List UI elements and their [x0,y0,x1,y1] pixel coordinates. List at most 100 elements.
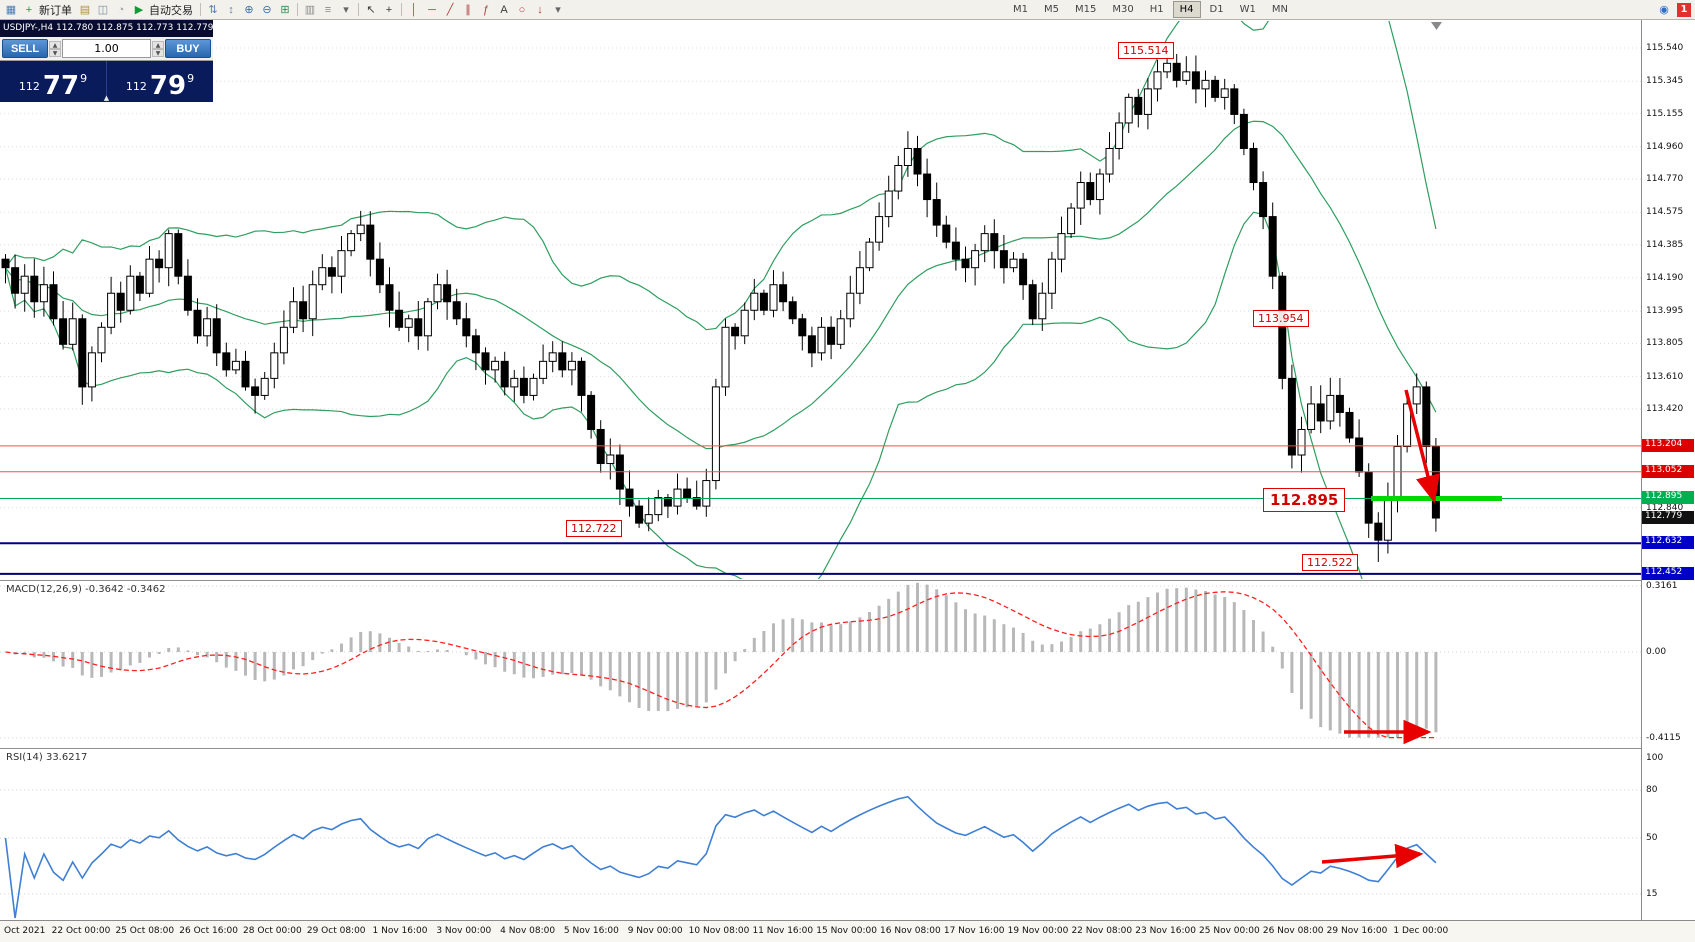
price-annotation-low2: 112.522 [1302,554,1358,571]
timeframe-M15[interactable]: M15 [1068,1,1103,18]
tick-direction-icon: ▲ [103,94,110,102]
objects-dropdown-icon[interactable]: ▾ [555,4,561,16]
bar-up-icon[interactable]: ⇅ [208,4,218,16]
price-badge-blue: 112.632 [1642,536,1694,550]
toolbar-right-group: ◉ 1 [1655,0,1691,19]
bid-big-figure: 112 [18,80,40,93]
arrow-object-icon[interactable]: ↓ [537,3,543,16]
sell-button[interactable]: SELL [2,39,48,58]
channel-icon[interactable]: ∥ [465,4,471,16]
timeframe-H1[interactable]: H1 [1143,1,1171,18]
price-axis-label: 113.420 [1646,404,1684,415]
bid-pips: 77 [42,71,80,101]
volume-stepper-right[interactable]: ▲ ▼ [152,40,164,57]
time-axis-label: 23 Nov 16:00 [1135,926,1196,936]
bollinger-upper [5,21,1437,331]
time-axis-label: 10 Nov 08:00 [688,926,750,936]
price-axis-label: 115.155 [1646,108,1684,119]
macd-panel-layer [0,582,1641,745]
chart-shift-marker [1431,22,1442,30]
timeframe-D1[interactable]: D1 [1203,1,1231,18]
ellipse-icon[interactable]: ○ [518,3,526,16]
vertical-line-icon[interactable]: │ [410,3,418,16]
timeframe-M30[interactable]: M30 [1105,1,1140,18]
time-axis-label: 22 Oct 00:00 [51,926,111,936]
price-axis-label: 113.610 [1646,371,1684,382]
objects-list-icon[interactable]: ≡ [324,3,332,16]
zoom-in-icon[interactable]: ⊕ [244,4,254,16]
price-axis-label: 115.345 [1646,76,1684,87]
price-badge-red: 113.052 [1642,464,1694,478]
bid-ask-display: 112 77 9 112 79 9 ▲ [0,61,213,102]
toolbar: ▦ + 新订单 ▤ ◫ ◔ ▶ 自动交易 ⇅ ↕ ⊕ ⊖ ⊞ ▥ ≡ ▾ ↖ + │ ─ ╱ ∥ ƒ A ○ ↓ ▾ M1 M5 M15… [0,0,1695,20]
time-axis-label: 26 Oct 16:00 [179,926,238,936]
quick-search-icon[interactable]: ◉ [1659,4,1669,16]
volume-stepper-left[interactable]: ▲ ▼ [49,40,61,57]
time-axis-label: 17 Nov 16:00 [943,926,1005,936]
buy-button[interactable]: BUY [165,39,211,58]
time-axis-label: 22 Nov 08:00 [1071,926,1133,936]
new-order-button[interactable]: + [25,3,33,16]
bar-down-icon[interactable]: ↕ [228,3,234,16]
cursor-icon[interactable]: ↖ [366,4,376,16]
window-layout-icon[interactable]: ◫ [97,4,109,16]
time-axis-label: 29 Nov 16:00 [1326,926,1388,936]
time-axis-label: 26 Nov 08:00 [1262,926,1324,936]
price-badge-black: 112.779 [1642,511,1694,525]
time-axis-label: 19 Nov 00:00 [1007,926,1069,936]
new-chart-icon[interactable]: ▦ [5,4,17,16]
one-click-trading-panel: USDJPY-,H4 112.780 112.875 112.773 112.7… [0,20,213,102]
rsi-axis-label: 80 [1646,785,1658,795]
trendline-icon[interactable]: ╱ [446,4,454,16]
new-order-button-label: 新订单 [39,4,72,17]
auto-trading-button[interactable]: ▶ [134,4,144,16]
profiles-icon[interactable]: ▤ [79,4,91,16]
timeframe-H4[interactable]: H4 [1172,1,1201,18]
timeframe-M1[interactable]: M1 [1006,1,1035,18]
volume-input[interactable] [62,39,151,58]
price-axis-label: 114.575 [1646,207,1684,218]
price-annotation-high: 115.514 [1118,42,1174,59]
indicator-dropdown-icon[interactable]: ▾ [343,4,349,16]
indicators-icon[interactable]: ▥ [304,4,316,16]
time-axis-label: 4 Nov 08:00 [500,926,556,936]
time-axis[interactable]: Oct 2021 22 Oct 00:00 25 Oct 08:00 26 Oct 1… [0,920,1695,942]
crosshair-icon[interactable]: + [385,3,393,16]
bid-price[interactable]: 112 77 9 [0,61,107,102]
ask-big-figure: 112 [125,80,147,93]
time-axis-label: 1 Nov 16:00 [372,926,428,936]
ask-price[interactable]: 112 79 9 [107,61,213,102]
trade-controls: SELL ▲▼ ▲▼ BUY [0,37,213,61]
toolbar-separator [401,3,402,16]
candles-layer [1,52,1440,562]
toolbar-separator [200,3,201,16]
time-axis-label: 5 Nov 16:00 [563,926,619,936]
price-badge-green: 112.895 [1642,491,1694,505]
notification-badge[interactable]: 1 [1677,2,1691,17]
time-axis-label: 15 Nov 00:00 [816,926,877,936]
price-axis-label: 115.540 [1646,43,1684,53]
chart-canvas[interactable] [0,0,1641,942]
rsi-panel-layer [0,789,1641,919]
time-axis-label: 1 Dec 00:00 [1393,926,1449,936]
price-annotation-key-level: 112.895 [1263,488,1346,512]
history-center-icon[interactable]: ◔ [117,3,125,16]
zoom-out-icon[interactable]: ⊖ [262,4,272,16]
macd-axis-label: 0.3161 [1646,580,1678,591]
price-badge-blue: 112.452 [1642,566,1694,580]
tile-windows-icon[interactable]: ⊞ [280,4,290,16]
ask-pipette: 9 [187,72,195,85]
horizontal-line-icon[interactable]: ─ [428,3,436,16]
rsi-axis-label: 50 [1646,833,1658,843]
time-axis-label: 11 Nov 16:00 [752,926,814,936]
timeframe-M5[interactable]: M5 [1037,1,1066,18]
timeframe-MN[interactable]: MN [1265,1,1295,18]
rsi-axis-label: 100 [1646,753,1664,763]
price-annotation-lower-high: 113.954 [1253,310,1309,327]
macd-signal-line [5,591,1436,739]
time-axis-label: 16 Nov 08:00 [880,926,941,936]
text-icon[interactable]: A [500,3,508,16]
fibonacci-icon[interactable]: ƒ [482,3,490,16]
timeframe-W1[interactable]: W1 [1233,1,1263,18]
